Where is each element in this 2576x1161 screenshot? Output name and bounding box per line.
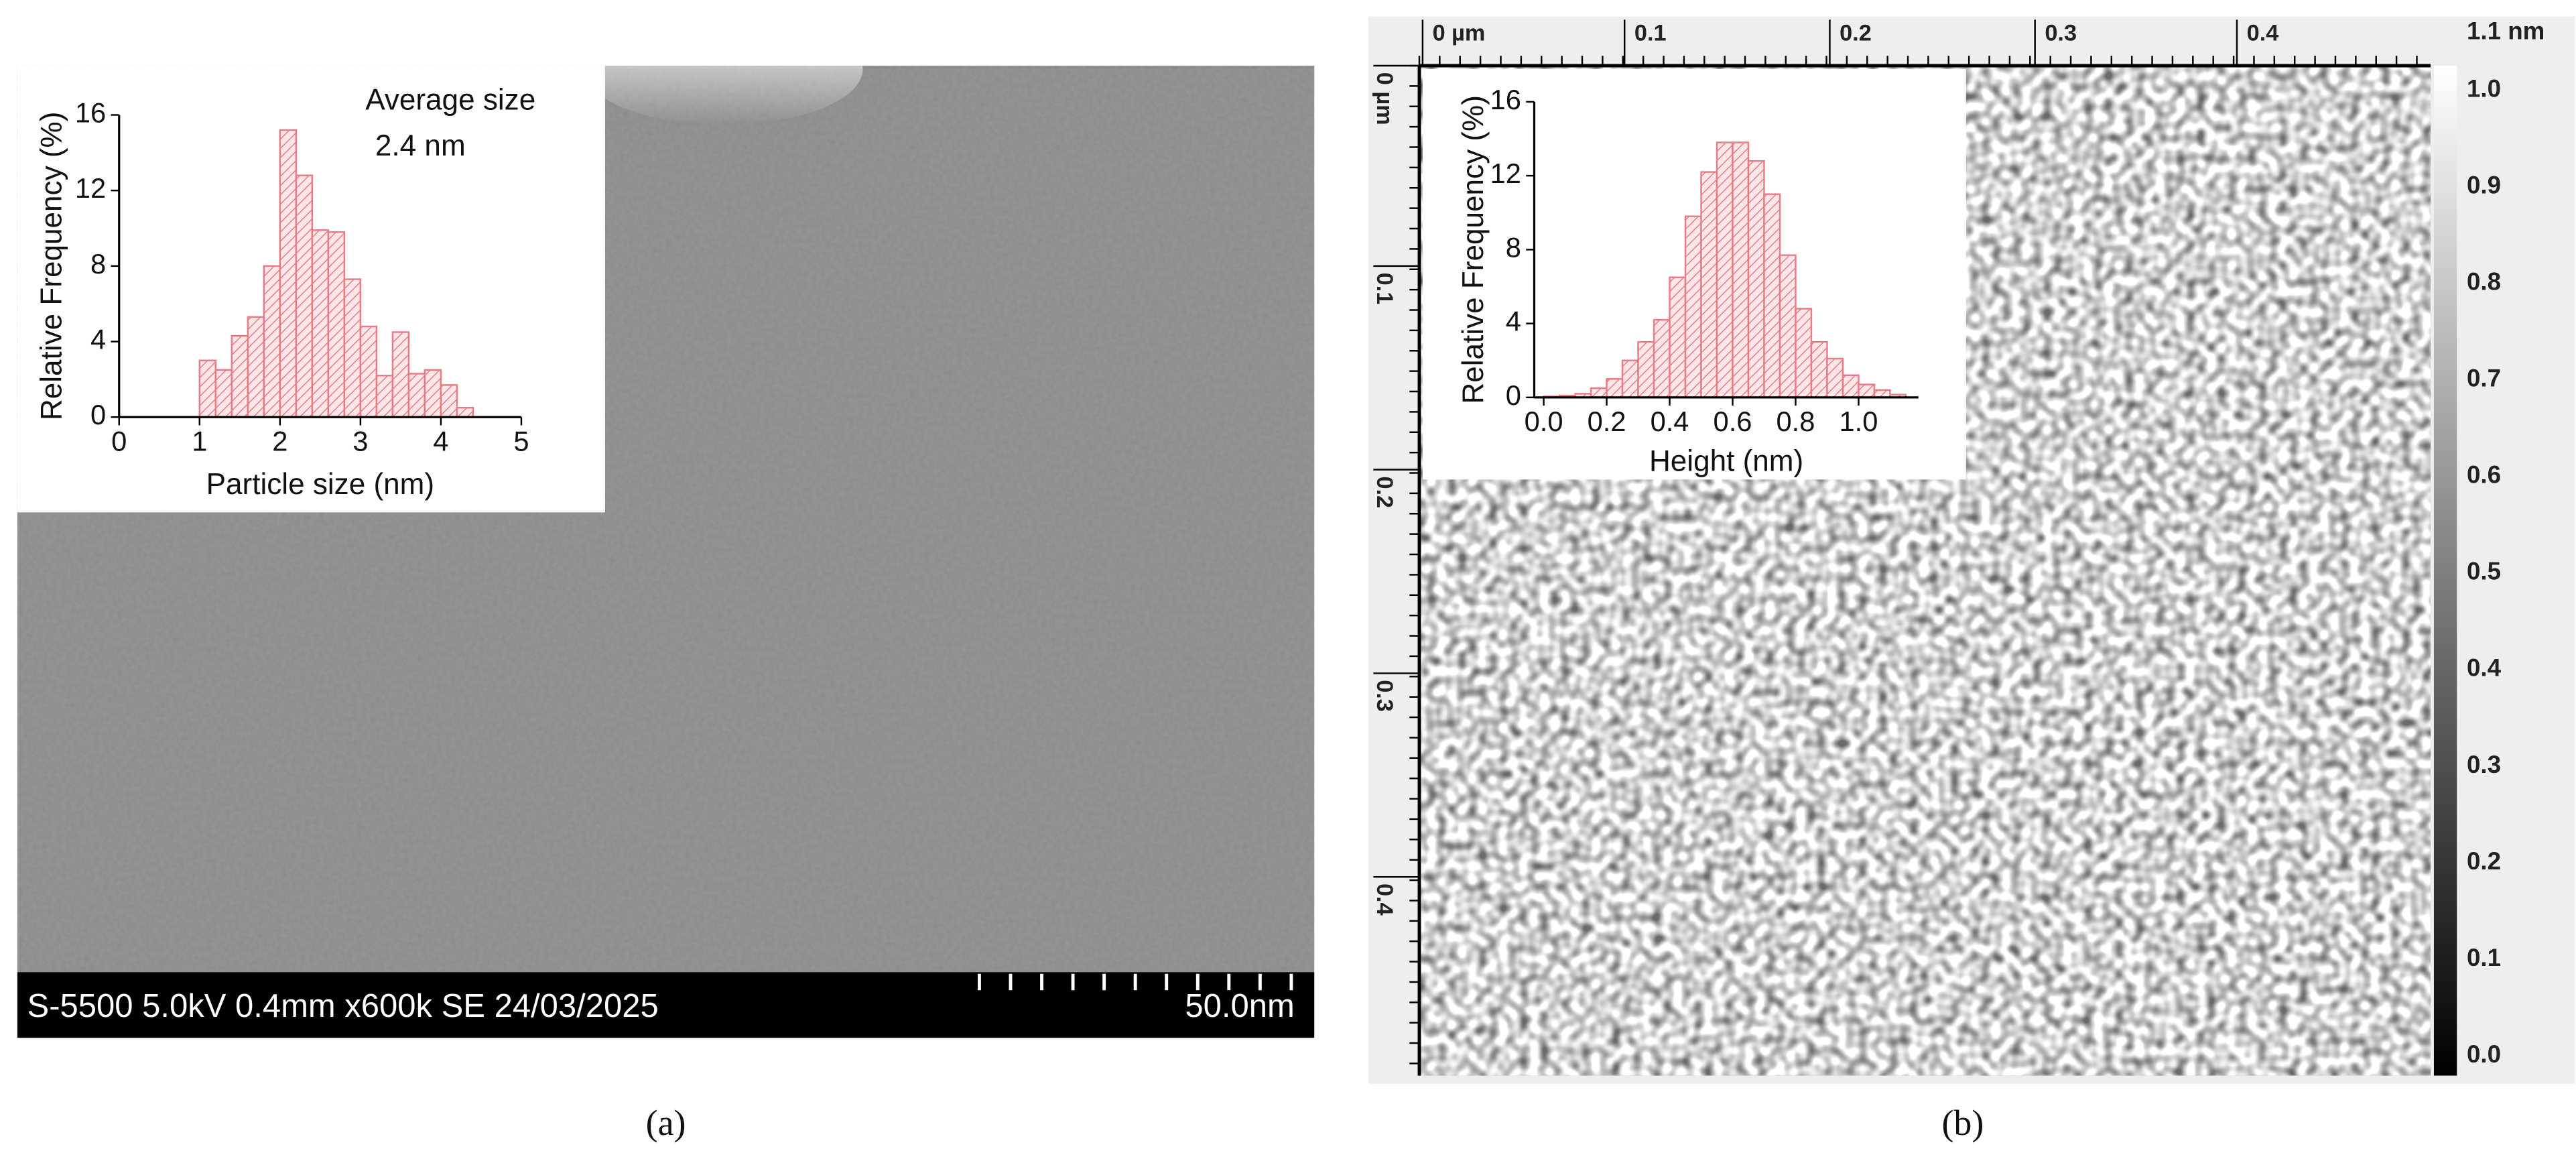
bar xyxy=(311,229,330,418)
bar xyxy=(1810,341,1828,399)
y-tick-label: 12 xyxy=(1490,158,1521,189)
caption: (b) xyxy=(1941,1103,1984,1143)
x-tick-label: 0.8 xyxy=(1777,406,1815,437)
bar xyxy=(327,231,346,418)
y-tick-label: 4 xyxy=(90,324,106,355)
top-ruler-label: 0.3 xyxy=(2045,21,2077,46)
sem-scale: 50.0nm xyxy=(1185,988,1294,1024)
y-tick-label: 16 xyxy=(75,97,106,128)
annotation: 2.4 nm xyxy=(375,129,466,162)
colorbar-label: 0.1 xyxy=(2467,944,2501,971)
bar xyxy=(1716,141,1734,399)
scale-ticks xyxy=(977,973,1293,991)
bar xyxy=(1873,389,1891,399)
x-tick-label: 4 xyxy=(433,425,448,456)
y-tick-label: 0 xyxy=(1506,379,1521,411)
x-tick-label: 0.0 xyxy=(1525,406,1563,437)
bar xyxy=(263,265,281,418)
left-ruler-label: 0.2 xyxy=(1372,476,1397,508)
x-tick-label: 2 xyxy=(272,425,287,456)
bar xyxy=(1621,359,1639,399)
x-tick-label: 3 xyxy=(352,425,368,456)
colorbar-label: 1.0 xyxy=(2467,74,2501,102)
y-tick-label: 8 xyxy=(90,248,106,280)
colorbar-label: 0.6 xyxy=(2467,461,2501,489)
x-axis-label: Height (nm) xyxy=(1649,444,1803,477)
colorbar-label: 1.1 nm xyxy=(2467,17,2545,45)
annotation: Average size xyxy=(365,84,535,117)
bar xyxy=(198,359,217,418)
x-tick-label: 0.6 xyxy=(1714,406,1752,437)
bar xyxy=(1732,141,1750,399)
bar xyxy=(440,384,458,418)
left-ruler-label: 0.1 xyxy=(1372,273,1397,305)
bar xyxy=(1795,308,1813,399)
bar xyxy=(359,325,378,418)
bar xyxy=(1826,357,1844,399)
sem-info: S-5500 5.0kV 0.4mm x600k SE 24/03/2025 xyxy=(27,988,659,1024)
colorbar-label: 0.4 xyxy=(2467,654,2502,682)
colorbar-label: 0.0 xyxy=(2467,1040,2501,1068)
x-axis-label: Particle size (nm) xyxy=(206,468,434,501)
y-tick-label: 4 xyxy=(1506,306,1521,337)
bar xyxy=(1858,383,1876,399)
bar xyxy=(424,369,442,418)
colorbar-label: 0.3 xyxy=(2467,751,2501,778)
colorbar xyxy=(2433,65,2457,1076)
left-ruler-label: 0.3 xyxy=(1372,680,1397,712)
bar xyxy=(343,278,362,418)
x-tick-label: 1 xyxy=(192,425,207,456)
colorbar-label: 0.7 xyxy=(2467,365,2501,392)
sem-info-bar xyxy=(17,972,1315,1038)
y-tick-label: 12 xyxy=(75,172,106,204)
colorbar-label: 0.5 xyxy=(2467,558,2501,585)
bar xyxy=(231,334,249,418)
x-tick-label: 0.2 xyxy=(1588,406,1626,437)
bar xyxy=(1700,171,1718,399)
bar xyxy=(391,331,410,418)
y-axis-label: Relative Frequency (%) xyxy=(1457,95,1490,404)
bar xyxy=(247,316,265,418)
bar xyxy=(1590,387,1608,399)
x-tick-label: 0.4 xyxy=(1651,406,1689,437)
bar xyxy=(1637,341,1655,399)
sem-glow xyxy=(584,13,863,125)
bar xyxy=(407,373,426,418)
left-ruler-label: 0 µm xyxy=(1372,72,1397,125)
top-ruler-label: 0.1 xyxy=(1634,21,1667,46)
bar xyxy=(1763,193,1781,399)
y-tick-label: 0 xyxy=(90,399,106,430)
caption: (a) xyxy=(646,1103,686,1143)
bar xyxy=(1653,318,1671,399)
colorbar-label: 0.9 xyxy=(2467,171,2501,198)
y-tick-label: 8 xyxy=(1506,231,1521,263)
top-ruler-label: 0.2 xyxy=(1840,21,1872,46)
bar xyxy=(1684,215,1702,399)
bar xyxy=(1747,160,1765,399)
bar xyxy=(279,129,298,418)
x-tick-label: 5 xyxy=(513,425,529,456)
bar xyxy=(1606,378,1624,399)
bar xyxy=(1779,254,1797,399)
bar xyxy=(1669,276,1687,399)
colorbar-label: 0.2 xyxy=(2467,847,2501,875)
top-ruler-label: 0 µm xyxy=(1433,21,1486,46)
bar xyxy=(1842,374,1860,399)
top-ruler-label: 0.4 xyxy=(2247,21,2279,46)
x-tick-label: 0 xyxy=(111,425,127,456)
bar xyxy=(456,406,474,418)
left-ruler-label: 0.4 xyxy=(1372,883,1397,916)
x-tick-label: 1.0 xyxy=(1840,406,1878,437)
bar xyxy=(295,174,314,418)
y-tick-label: 16 xyxy=(1490,84,1521,115)
colorbar-label: 0.8 xyxy=(2467,268,2501,296)
y-axis-label: Relative Frequency (%) xyxy=(35,112,68,421)
bar xyxy=(214,369,233,418)
bar xyxy=(375,375,394,418)
